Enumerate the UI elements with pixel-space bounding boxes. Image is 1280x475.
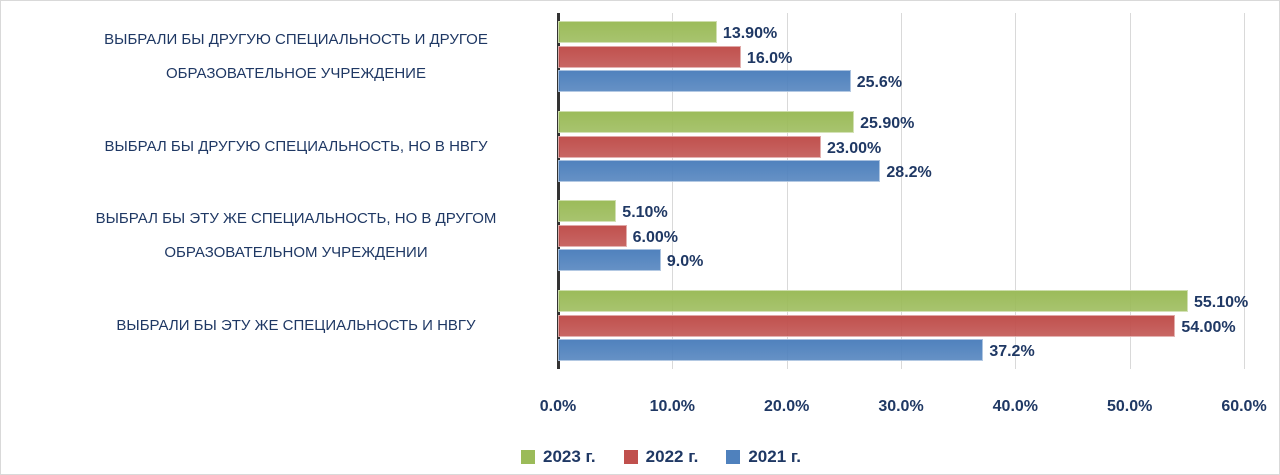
bar: [558, 45, 741, 68]
legend: 2023 г. 2022 г. 2021 г.: [1, 447, 1279, 467]
value-label: 37.2%: [989, 343, 1035, 360]
x-tick-label: 30.0%: [878, 398, 924, 415]
axis-line: [556, 13, 560, 369]
value-label: 23.00%: [826, 139, 882, 157]
value-label: 6.00%: [632, 228, 678, 246]
legend-item: 2021 г.: [726, 447, 801, 467]
grid-line: [672, 13, 674, 369]
legend-label: 2022 г.: [645, 447, 699, 466]
bar: [558, 111, 855, 133]
x-tick-label: 0.0%: [539, 398, 577, 415]
value-label: 5.10%: [622, 204, 668, 221]
value-label: 54.00%: [1181, 318, 1236, 336]
bar: [558, 70, 851, 92]
bar: [558, 135, 821, 158]
x-tick-label: 50.0%: [1106, 398, 1153, 415]
grid-line: [1015, 13, 1017, 369]
value-label: 55.10%: [1193, 294, 1249, 311]
legend-label: 2021 г.: [748, 447, 801, 466]
value-label: 16.0%: [746, 49, 793, 67]
legend-swatch: [521, 450, 536, 464]
bar: [558, 314, 1176, 337]
category-label: ВЫБРАЛИ БЫ ЭТУ ЖЕ СПЕЦИАЛЬНОСТЬ И НВГУ: [116, 317, 476, 334]
legend-swatch: [623, 450, 638, 464]
legend-swatch: [726, 450, 741, 464]
legend-item: 2022 г.: [623, 447, 699, 467]
category-label: ВЫБРАЛ БЫ ДРУГУЮ СПЕЦИАЛЬНОСТЬ, НО В НВГ…: [104, 138, 488, 155]
value-label: 9.0%: [666, 253, 704, 270]
bar: [558, 290, 1188, 312]
bar: [558, 160, 881, 182]
bar: [558, 339, 984, 361]
value-label: 13.90%: [722, 25, 778, 42]
grid-line: [901, 13, 902, 369]
x-tick-label: 60.0%: [1221, 398, 1267, 415]
legend-item: 2023 г.: [521, 447, 596, 467]
value-label: 28.2%: [886, 164, 932, 181]
category-label: ВЫБРАЛИ БЫ ДРУГУЮ СПЕЦИАЛЬНОСТЬ И ДРУГОЕ…: [104, 31, 488, 82]
bar: [558, 200, 617, 222]
x-tick-label: 20.0%: [763, 398, 810, 415]
legend-label: 2023 г.: [543, 447, 596, 466]
category-label: ВЫБРАЛ БЫ ЭТУ ЖЕ СПЕЦИАЛЬНОСТЬ, НО В ДРУ…: [95, 210, 497, 261]
bar: [558, 21, 717, 43]
x-tick-label: 10.0%: [649, 398, 696, 415]
bar: [558, 249, 661, 271]
x-tick-label: 40.0%: [992, 398, 1039, 415]
bar: [558, 224, 627, 247]
grid-line: [786, 13, 788, 369]
grid-line: [1244, 13, 1245, 369]
value-label: 25.90%: [860, 115, 915, 132]
value-label: 25.6%: [856, 74, 903, 91]
grid-line: [1129, 13, 1131, 369]
